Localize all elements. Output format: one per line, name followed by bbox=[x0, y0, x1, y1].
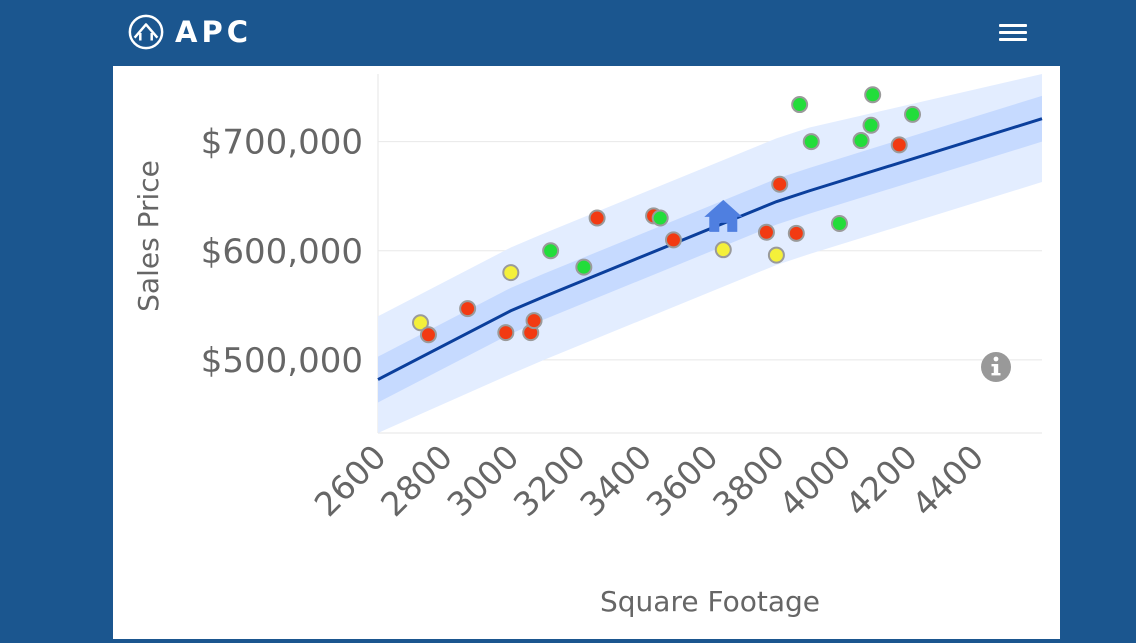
data-point bbox=[802, 133, 820, 151]
x-tick-label: 3800 bbox=[705, 437, 792, 524]
y-tick-label: $700,000 bbox=[201, 123, 363, 163]
data-point bbox=[787, 224, 805, 242]
data-point bbox=[542, 242, 560, 260]
x-tick-label: 4000 bbox=[771, 437, 858, 524]
y-axis-label: Sales Price bbox=[132, 160, 165, 312]
data-point bbox=[497, 324, 515, 342]
confidence-bands bbox=[378, 74, 1042, 433]
data-point bbox=[588, 209, 606, 227]
y-tick-label: $600,000 bbox=[201, 232, 363, 272]
scatter-chart: $500,000 $600,000 $700,000 260028003000320… bbox=[132, 74, 1043, 618]
data-point bbox=[771, 175, 789, 193]
brand-logo[interactable]: APC bbox=[127, 12, 252, 52]
data-point bbox=[525, 312, 543, 330]
x-tick-label: 3400 bbox=[572, 437, 659, 524]
data-point bbox=[714, 241, 732, 259]
data-point bbox=[502, 264, 520, 282]
data-point bbox=[904, 105, 922, 123]
inner-band bbox=[378, 95, 1042, 403]
x-axis-label: Square Footage bbox=[600, 585, 820, 618]
x-tick-label: 3200 bbox=[506, 437, 593, 524]
data-point bbox=[757, 223, 775, 241]
x-tick-label: 2800 bbox=[373, 437, 460, 524]
hamburger-menu-icon[interactable] bbox=[996, 20, 1030, 46]
app-header: APC bbox=[0, 0, 1136, 66]
info-icon[interactable] bbox=[981, 352, 1011, 382]
data-point bbox=[767, 246, 785, 264]
x-tick-label: 4400 bbox=[904, 437, 991, 524]
x-tick-label: 3600 bbox=[639, 437, 726, 524]
data-point bbox=[791, 96, 809, 114]
x-tick-label: 4200 bbox=[838, 437, 925, 524]
data-point bbox=[411, 314, 429, 332]
data-point bbox=[459, 300, 477, 318]
y-axis-ticks: $500,000 $600,000 $700,000 bbox=[201, 123, 363, 381]
house-circle-icon bbox=[128, 14, 164, 50]
data-point bbox=[419, 326, 437, 344]
x-tick-label: 3000 bbox=[439, 437, 526, 524]
data-point bbox=[651, 209, 669, 227]
data-point bbox=[862, 116, 880, 134]
brand-name: APC bbox=[175, 15, 252, 49]
data-point bbox=[575, 258, 593, 276]
data-point bbox=[830, 214, 848, 232]
y-tick-label: $500,000 bbox=[201, 341, 363, 381]
house-icon[interactable] bbox=[704, 199, 743, 232]
trend-line-group bbox=[377, 117, 1043, 381]
data-point bbox=[852, 132, 870, 150]
data-point bbox=[664, 231, 682, 249]
trend-line bbox=[377, 117, 1043, 381]
data-point bbox=[890, 136, 908, 154]
chart-card: $500,000 $600,000 $700,000 2600 2800 3000 320… bbox=[113, 66, 1060, 639]
data-point bbox=[864, 86, 882, 104]
subject-property[interactable] bbox=[704, 199, 743, 232]
x-tick-label: 2600 bbox=[307, 437, 394, 524]
data-points bbox=[411, 86, 922, 344]
